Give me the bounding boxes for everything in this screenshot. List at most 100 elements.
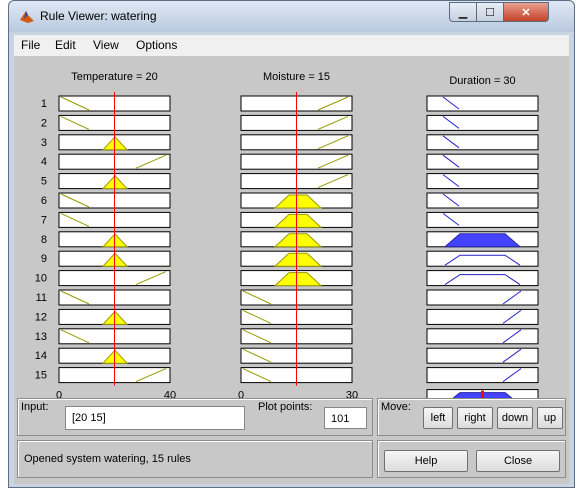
- temperature-mf-line: [60, 290, 90, 305]
- menu-edit[interactable]: Edit: [55, 38, 76, 52]
- duration-mf-box: [426, 173, 539, 190]
- title-bar[interactable]: Rule Viewer: watering ▁ ☐ ✕: [9, 1, 574, 32]
- rule-number: 10: [35, 273, 47, 285]
- plot-points-field[interactable]: 101: [324, 407, 367, 429]
- close-window-button[interactable]: ✕: [503, 2, 549, 22]
- close-button[interactable]: Close: [476, 450, 560, 472]
- temperature-mf-line: [60, 96, 90, 111]
- duration-mf-box: [426, 308, 539, 325]
- moisture-mf-line: [242, 348, 272, 363]
- moisture-mf-line: [317, 96, 349, 111]
- duration-mf-box: [426, 95, 539, 112]
- temperature-mf-line: [135, 154, 167, 169]
- moisture-mf-line: [242, 309, 272, 324]
- duration-mf-line: [444, 254, 521, 266]
- maximize-button[interactable]: ☐: [476, 2, 504, 22]
- moisture-mf-line: [317, 115, 349, 130]
- duration-mf-box: [426, 347, 539, 364]
- duration-mf-box: [426, 192, 539, 209]
- duration-mf-box: [426, 153, 539, 170]
- input-field[interactable]: [20 15]: [65, 406, 245, 430]
- duration-mf-fill: [443, 233, 522, 248]
- status-text: Opened system watering, 15 rules: [24, 453, 191, 465]
- temperature-mf-line: [60, 115, 90, 130]
- temperature-mf-line: [60, 193, 90, 208]
- rule-number: 3: [41, 137, 47, 149]
- output-marker: [481, 390, 484, 398]
- temperature-mf-line: [135, 271, 167, 286]
- moisture-mf-fill: [273, 213, 323, 228]
- rule-number: 12: [35, 311, 47, 323]
- move-up-button[interactable]: up: [537, 407, 563, 429]
- moisture-mf-line: [317, 174, 349, 189]
- rule-number: 2: [41, 117, 47, 129]
- rule-number: 7: [41, 214, 47, 226]
- duration-mf-box: [426, 250, 539, 267]
- duration-mf-box: [426, 270, 539, 287]
- duration-mf-line: [442, 212, 460, 226]
- rule-number: 14: [35, 350, 47, 362]
- moisture-mf-fill: [273, 272, 323, 287]
- moisture-mf-line: [242, 290, 272, 305]
- move-panel: Move: left right down up: [377, 398, 566, 436]
- status-panel: Opened system watering, 15 rules: [17, 440, 373, 478]
- duration-mf-line: [442, 135, 460, 149]
- rule-plots: Temperature = 20 Moisture = 15 Duration = …: [35, 71, 539, 398]
- moisture-mf-fill: [273, 233, 323, 248]
- menu-view[interactable]: View: [93, 38, 119, 52]
- axis-max-label: 40: [164, 390, 176, 398]
- move-label: Move:: [381, 401, 411, 413]
- input-panel: Input: [20 15] Plot points: 101: [17, 398, 373, 436]
- rule-number: 4: [41, 156, 47, 168]
- help-button[interactable]: Help: [384, 450, 468, 472]
- menu-file[interactable]: File: [21, 38, 41, 52]
- rule-viewer-window: Rule Viewer: watering ▁ ☐ ✕ File Edit Vi…: [8, 0, 575, 488]
- axis-max-label: 30: [346, 390, 358, 398]
- rule-number: 9: [41, 253, 47, 265]
- rule-number: 15: [35, 370, 47, 382]
- column-header: Duration = 30: [449, 75, 515, 87]
- duration-mf-line: [444, 274, 521, 286]
- window-title: Rule Viewer: watering: [40, 9, 157, 23]
- duration-mf-line: [502, 329, 522, 344]
- move-left-button[interactable]: left: [423, 407, 453, 429]
- duration-mf-line: [502, 348, 522, 363]
- duration-mf-line: [442, 116, 460, 129]
- rule-number: 1: [41, 98, 47, 110]
- duration-mf-line: [442, 174, 460, 188]
- rule-number: 13: [35, 331, 47, 343]
- duration-mf-box: [426, 114, 539, 131]
- moisture-mf-line: [242, 368, 272, 383]
- move-down-button[interactable]: down: [497, 407, 533, 429]
- rule-number: 8: [41, 234, 47, 246]
- axis-min-label: 0: [238, 390, 244, 398]
- move-right-button[interactable]: right: [457, 407, 493, 429]
- input-label: Input:: [21, 401, 49, 413]
- duration-mf-box: [426, 289, 539, 306]
- button-panel: Help Close: [377, 440, 566, 478]
- duration-mf-line: [442, 154, 460, 168]
- temperature-mf-line: [135, 368, 167, 383]
- duration-mf-box: [426, 367, 539, 384]
- temperature-mf-line: [60, 329, 90, 344]
- moisture-mf-line: [317, 135, 349, 150]
- moisture-mf-fill: [273, 194, 323, 209]
- duration-mf-line: [502, 309, 522, 324]
- client-area: Temperature = 20 Moisture = 15 Duration = …: [14, 56, 569, 484]
- rule-number: 5: [41, 176, 47, 188]
- column-header: Moisture = 15: [263, 71, 330, 83]
- moisture-mf-line: [242, 329, 272, 344]
- duration-mf-box: [426, 134, 539, 151]
- duration-mf-line: [442, 96, 460, 110]
- duration-mf-line: [502, 368, 522, 383]
- menu-options[interactable]: Options: [136, 38, 178, 52]
- duration-mf-line: [442, 193, 460, 207]
- temperature-mf-line: [60, 212, 90, 227]
- moisture-mf-line: [317, 154, 349, 169]
- menu-bar: File Edit View Options: [14, 35, 569, 56]
- rule-number: 6: [41, 195, 47, 207]
- plot-points-label: Plot points:: [258, 401, 313, 413]
- minimize-button[interactable]: ▁: [449, 2, 477, 22]
- rule-number: 11: [36, 292, 47, 304]
- matlab-icon: [20, 11, 34, 23]
